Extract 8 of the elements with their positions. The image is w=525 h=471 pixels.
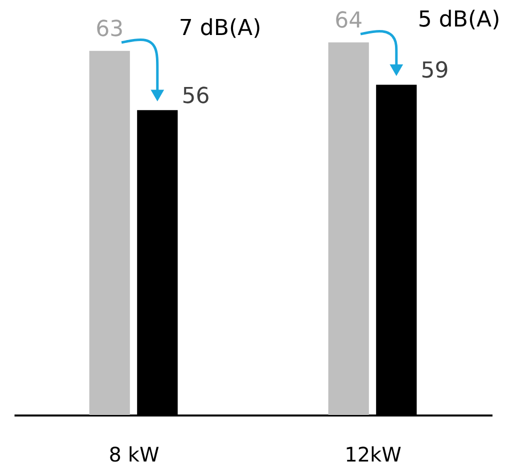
data-label: 63 <box>96 16 124 42</box>
x-tick-label: 12kW <box>344 442 402 466</box>
data-label: 59 <box>420 58 449 84</box>
data-label: 56 <box>182 84 210 110</box>
data-label: 64 <box>334 8 363 34</box>
annotation: 7 dB(A) <box>178 16 262 41</box>
annotation: 5 dB(A) <box>418 8 500 33</box>
x-tick-label: 8 kW <box>108 442 160 466</box>
